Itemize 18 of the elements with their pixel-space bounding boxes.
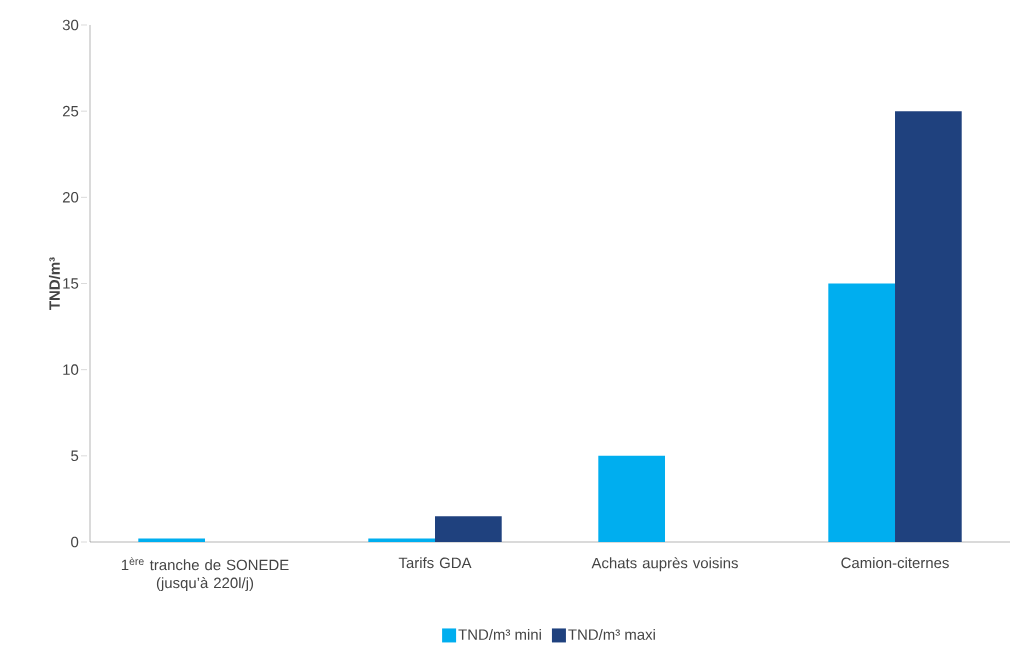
- x-tick-label: Achats auprès voisins: [591, 557, 738, 572]
- y-tick-label: 5: [71, 450, 79, 462]
- y-axis-title: TND/m³: [48, 257, 61, 310]
- legend-label: TND/m³ mini: [458, 628, 541, 640]
- bar: [435, 516, 502, 542]
- y-tick-label: 25: [62, 105, 79, 117]
- y-tick-label: 0: [71, 536, 79, 548]
- x-tick-label: 1$^{ère}$ tranche de SONEDE (jusqu’à 220l/j): [121, 557, 289, 592]
- bar: [828, 283, 896, 542]
- y-tick-label: 30: [62, 19, 79, 31]
- x-tick-label: Tarifs GDA: [398, 557, 472, 569]
- y-tick-label: 15: [63, 278, 79, 289]
- y-tick-label: 20: [62, 192, 79, 203]
- x-tick-label: Camion-citernes: [841, 557, 949, 569]
- bar: [895, 111, 962, 542]
- legend-label: TND/m³ maxi: [568, 628, 655, 640]
- bar: [598, 455, 666, 542]
- y-tick-label: 10: [63, 364, 79, 375]
